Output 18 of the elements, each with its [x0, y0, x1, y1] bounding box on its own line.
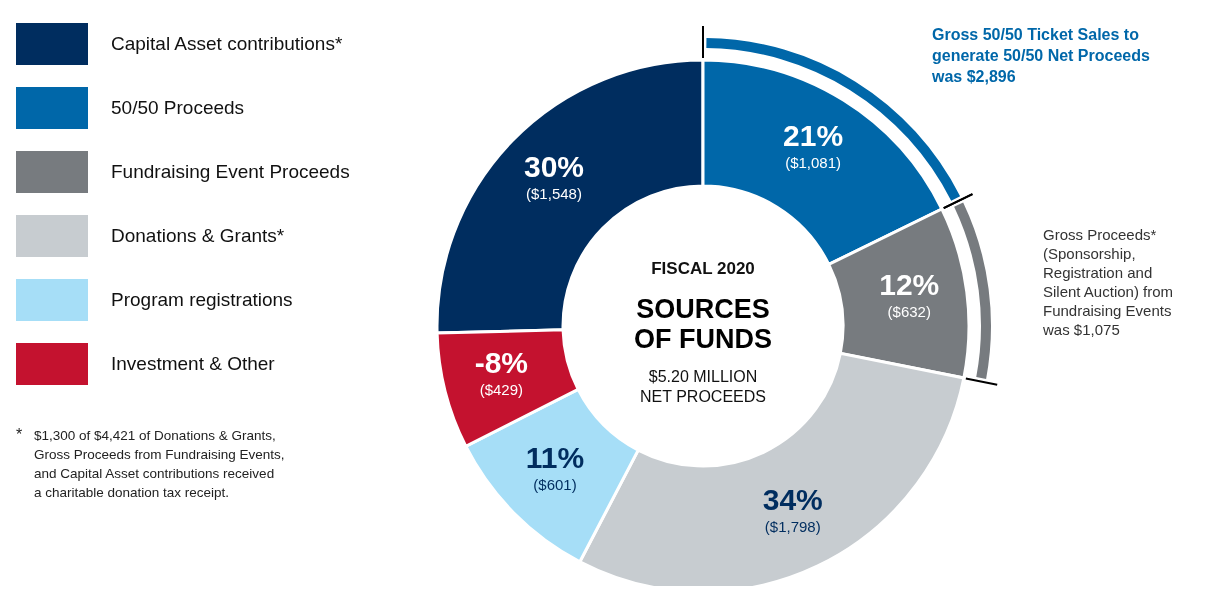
text: Gross Proceeds* (Sponsorship, Registration and Silent Auction) from Fundraising Events was $1,075: [1042, 226, 1174, 338]
legend-label: Capital Asset contributions*: [111, 33, 343, 54]
data-label: 11% ($601): [525, 441, 585, 494]
legend-label: Investment & Other: [111, 353, 276, 374]
data-label: 34% ($1,798): [762, 482, 823, 535]
text: FISCAL 2020: [651, 259, 755, 278]
legend-label: 50/50 Proceeds: [111, 97, 245, 118]
data-label: -8% ($429): [474, 346, 529, 399]
legend-label: Donations & Grants*: [111, 225, 285, 246]
text: SOURCES OF FUNDS: [634, 294, 772, 354]
text: * $1,300 of $4,421 of Donations & Grants, Gross Proceeds from Fundraising Events, and Capital Asset contributions received a charitable donation tax receipt.: [16, 426, 285, 500]
text: Gross 50/50 Ticket Sales to generate 50/50 Net Proceeds was $2,896: [931, 26, 1150, 85]
data-label: 30% ($1,548): [523, 149, 584, 202]
legend-label: Fundraising Event Proceeds: [111, 161, 350, 182]
data-label: 12% ($632): [879, 268, 940, 321]
text: $5.20 MILLION NET PROCEEDS: [640, 368, 766, 405]
legend-label: Program registrations: [111, 289, 293, 310]
data-label: 21% ($1,081): [783, 118, 844, 171]
